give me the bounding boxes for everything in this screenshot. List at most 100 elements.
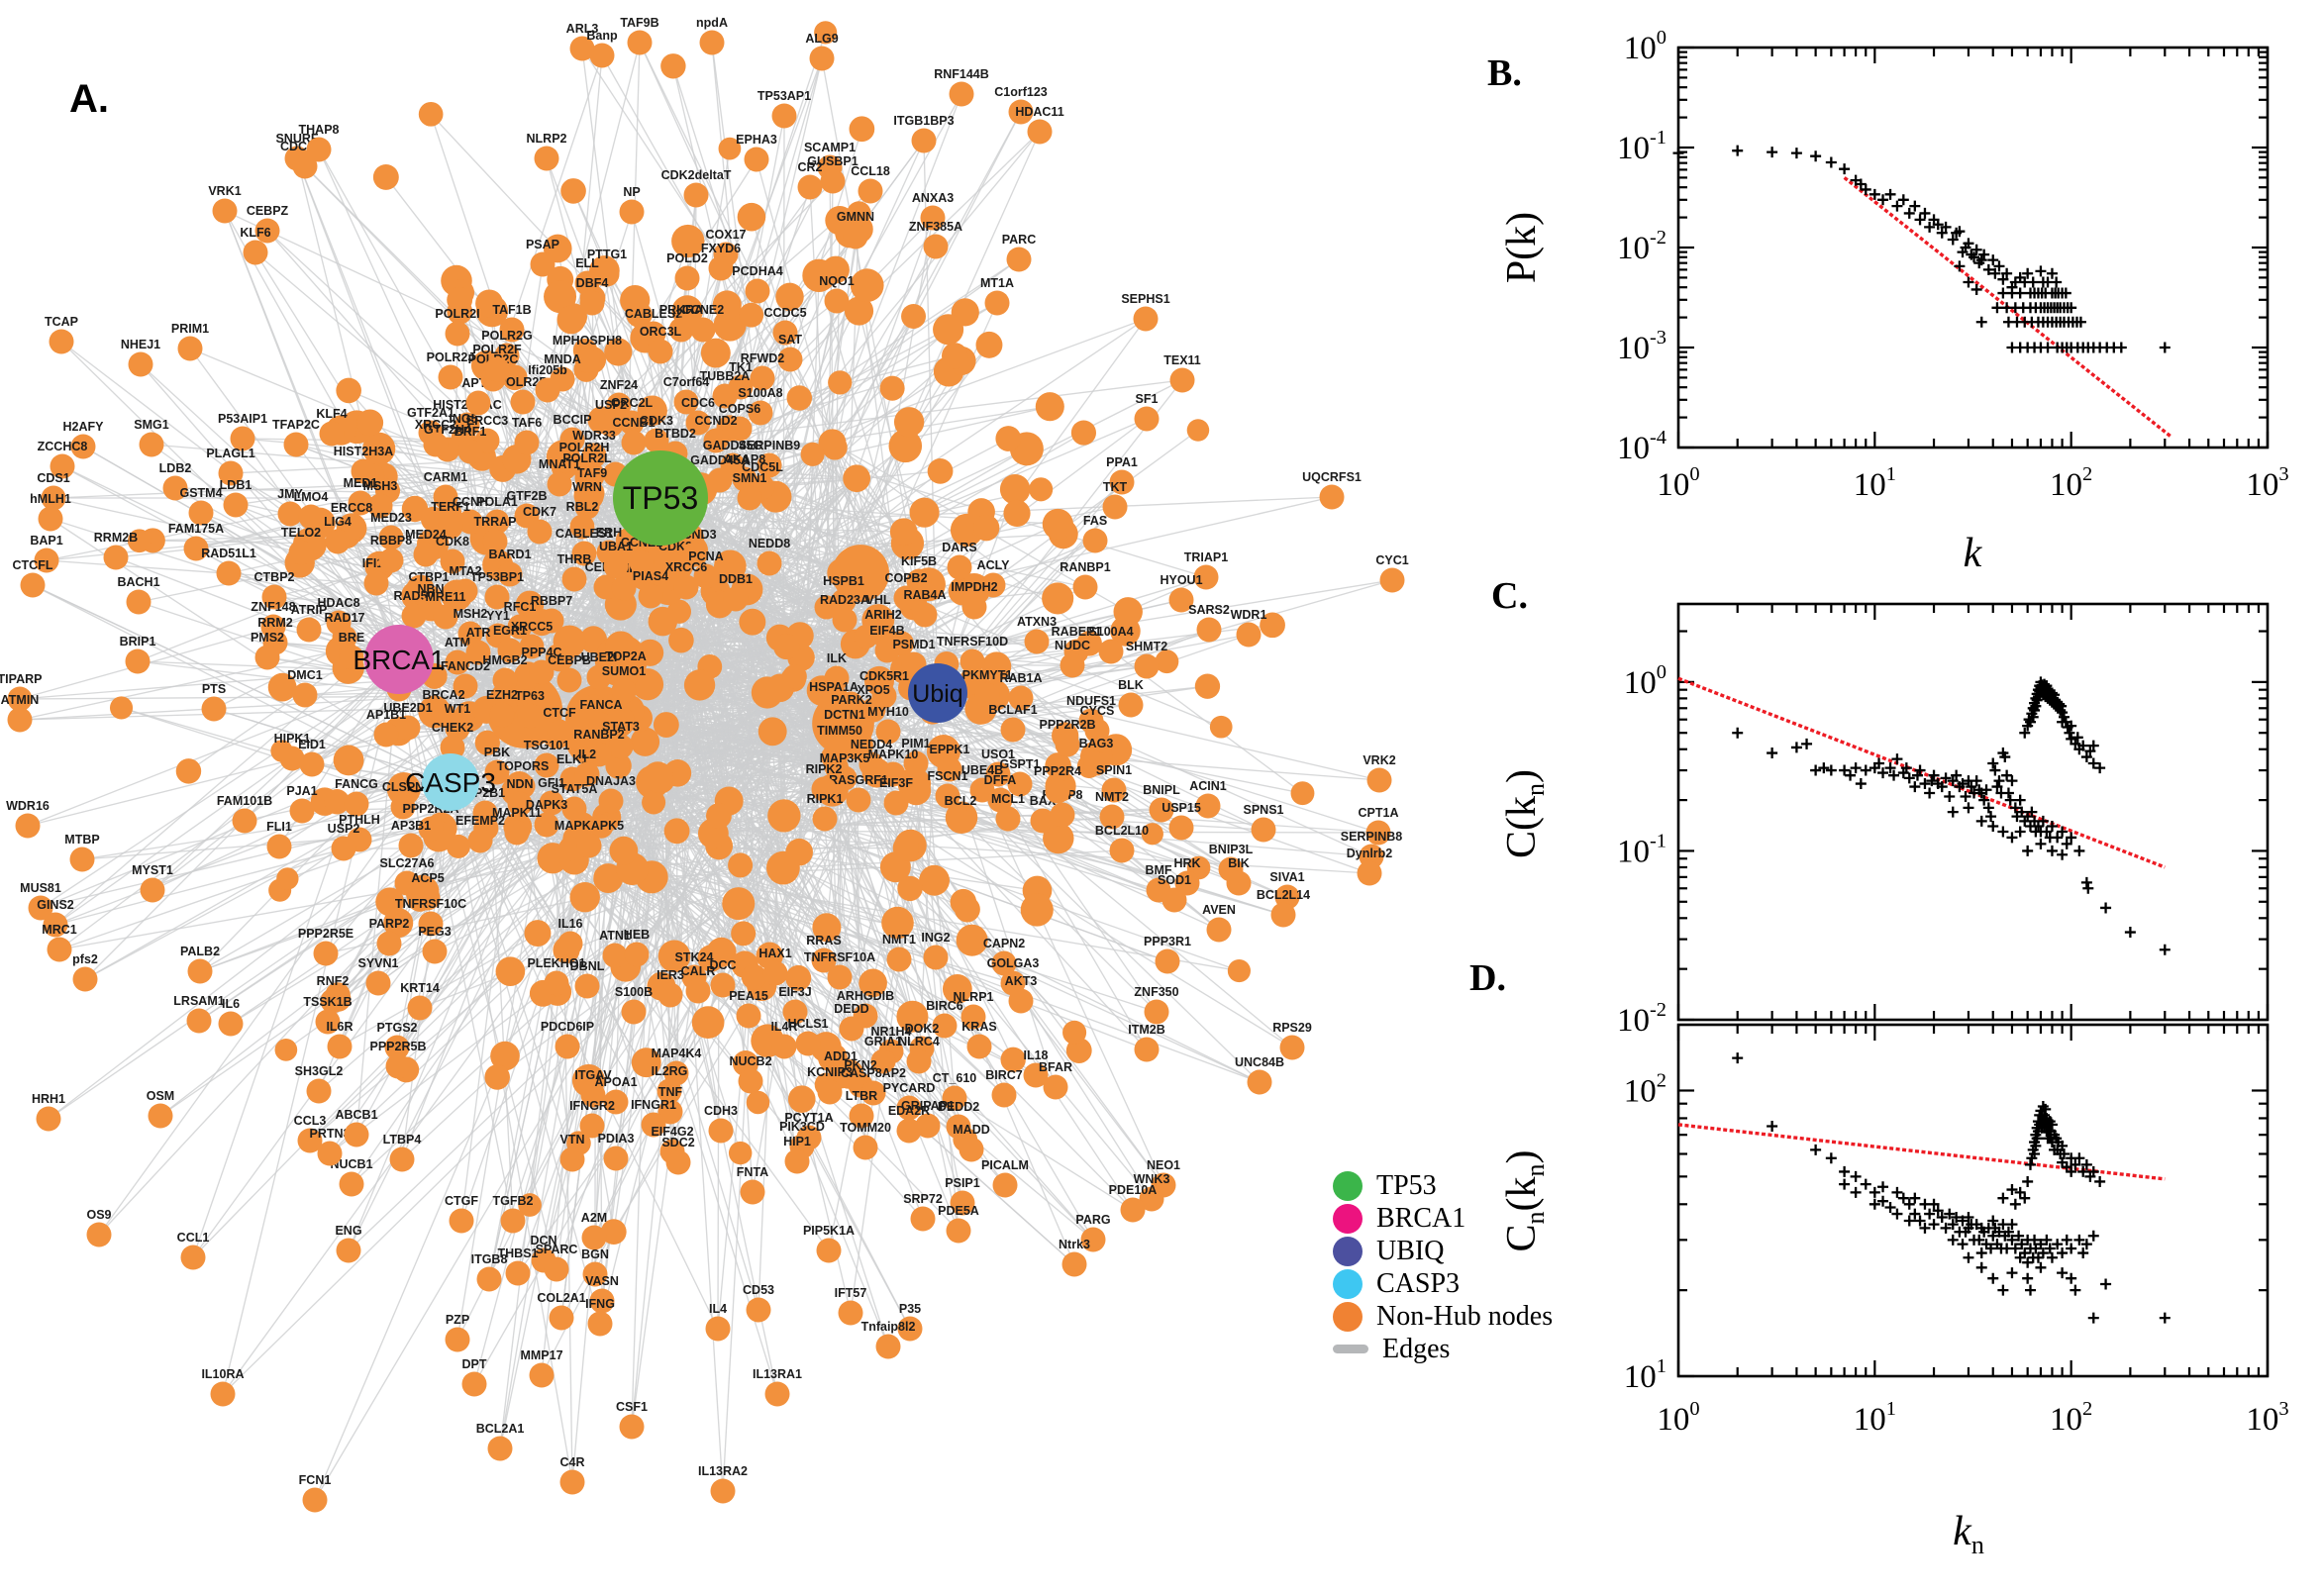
network-node: XRCC5	[511, 620, 553, 659]
network-node: BAP1	[30, 534, 63, 573]
network-node: PPP3R1	[1144, 935, 1191, 974]
network-node: IFNGR1	[631, 1098, 676, 1138]
network-node: TCAP	[45, 315, 78, 354]
network-node: ZNF24	[600, 378, 638, 418]
network-node: NDN	[506, 777, 534, 817]
network-node: RNF2	[317, 974, 349, 1014]
network-node: PALB2	[180, 945, 220, 984]
network-node: PPP2R2B	[1040, 718, 1095, 757]
network-node: HSPA1A	[809, 680, 858, 720]
scatter-points	[1732, 1052, 2171, 1324]
network-node: ING2	[921, 931, 951, 970]
network-node: RRM2B	[94, 531, 138, 570]
network-node: CTGF	[445, 1194, 478, 1234]
network-node: USF2	[595, 398, 627, 438]
network-node: COL2A1	[537, 1291, 586, 1331]
legend-item-edges: Edges	[1333, 1333, 1553, 1365]
network-node: RFC1	[504, 600, 536, 640]
network-node: MPHOSPH8	[553, 334, 622, 373]
network-node: EPHA3	[736, 133, 777, 172]
network-node: HIP1	[783, 1135, 811, 1174]
network-node: HDAC11	[1015, 105, 1064, 145]
network-node: RBBP8	[370, 534, 412, 573]
network-node: BNIPL	[1143, 783, 1180, 823]
svg-text:102: 102	[1624, 1070, 1666, 1110]
svg-text:P(k): P(k)	[1499, 212, 1545, 283]
network-node: EID1	[298, 738, 326, 777]
axis-ticks	[1676, 1025, 2270, 1378]
network-node: MT1A	[980, 276, 1014, 316]
network-node: VTN	[559, 1133, 585, 1172]
network-node: MADD	[953, 1123, 990, 1162]
network-node: SAT	[777, 333, 803, 372]
network-node: IL10RA	[201, 1367, 245, 1407]
network-node: PCDHA4	[732, 264, 783, 304]
network-node: BRIP1	[120, 635, 155, 674]
network-node: KCNIP3	[807, 1065, 853, 1105]
network-node: FCN1	[299, 1473, 331, 1513]
network-node: ITGB1BP3	[893, 114, 955, 153]
network-node: TGFB2	[493, 1194, 534, 1234]
network-node: C7orf64	[663, 375, 709, 415]
network-node: FANCA	[579, 698, 623, 738]
network-node: VASN	[585, 1274, 619, 1314]
network-node: BCL2A1	[476, 1422, 524, 1461]
legend-label: Non-Hub nodes	[1376, 1300, 1554, 1332]
network-node: RNF144B	[934, 67, 989, 107]
network-node: WDR33	[572, 429, 616, 468]
network-node: FAS	[1082, 514, 1108, 553]
network-node: THBS1	[498, 1247, 539, 1286]
network-node: IL6	[218, 997, 244, 1037]
network-node: CCDC5	[763, 306, 807, 346]
network-node: PTGS2	[377, 1021, 418, 1060]
network-node: LDB1	[220, 478, 252, 518]
network-node: DFFA	[984, 773, 1016, 813]
hub-node-ubiq: Ubiq	[908, 663, 967, 723]
network-node: RRAS	[806, 934, 842, 973]
network-node: LRSAM1	[173, 994, 225, 1034]
network-node: C1orf123	[994, 85, 1048, 125]
network-node: SPIN1	[1096, 763, 1132, 803]
svg-text:101: 101	[1854, 1398, 1896, 1438]
network-node: BFAR	[1039, 1060, 1072, 1100]
network-node: CALR	[681, 964, 715, 1004]
network-node: ORC3L	[640, 325, 682, 364]
network-node: ATR	[465, 626, 491, 665]
network-node: SDC2	[661, 1136, 695, 1175]
network-node: CCNH	[453, 495, 488, 535]
network-node: EIF3F	[879, 776, 913, 816]
network-node: BARD1	[488, 548, 532, 587]
network-node: CEBPZ	[247, 204, 289, 244]
network-node: IFNG	[585, 1297, 615, 1337]
svg-text:10-1: 10-1	[1617, 127, 1666, 166]
network-node: CR2	[797, 160, 823, 200]
network-node: MYST1	[132, 863, 173, 903]
network-node: PTTG1	[587, 248, 627, 287]
network-node: TRIAP1	[1184, 550, 1228, 590]
network-node: IL4R	[770, 1020, 798, 1059]
network-node: TOMM20	[840, 1121, 891, 1160]
network-node: PRTN3	[310, 1127, 351, 1166]
network-node: MUS81	[20, 881, 61, 921]
network-node: PKMYT1	[962, 668, 1012, 708]
network-node: ILK	[824, 651, 850, 691]
network-node: MED1	[344, 476, 377, 516]
network-node: CABLES1	[556, 527, 613, 566]
svg-text:103: 103	[2246, 463, 2288, 503]
network-node: S100A8	[738, 386, 783, 426]
panel-c-label: C.	[1491, 575, 1528, 617]
network-node: IFT57	[835, 1286, 866, 1326]
network-node: CT_610	[933, 1071, 976, 1111]
panel-d-label: D.	[1469, 957, 1506, 999]
network-node: CYC1	[1375, 553, 1409, 593]
network-node: HIST2H3A	[334, 445, 393, 484]
network-node: LMO4	[294, 490, 328, 530]
network-node: ALG9	[805, 32, 839, 71]
network-node: NUCB1	[330, 1157, 373, 1197]
network-node: IMPDH2	[951, 580, 998, 620]
network-node: TEX11	[1163, 353, 1201, 393]
network-node: CCL3	[294, 1114, 326, 1153]
network-node: MED23	[370, 511, 412, 550]
network-node: PSAP	[526, 238, 559, 277]
legend-label: UBIQ	[1376, 1235, 1445, 1266]
